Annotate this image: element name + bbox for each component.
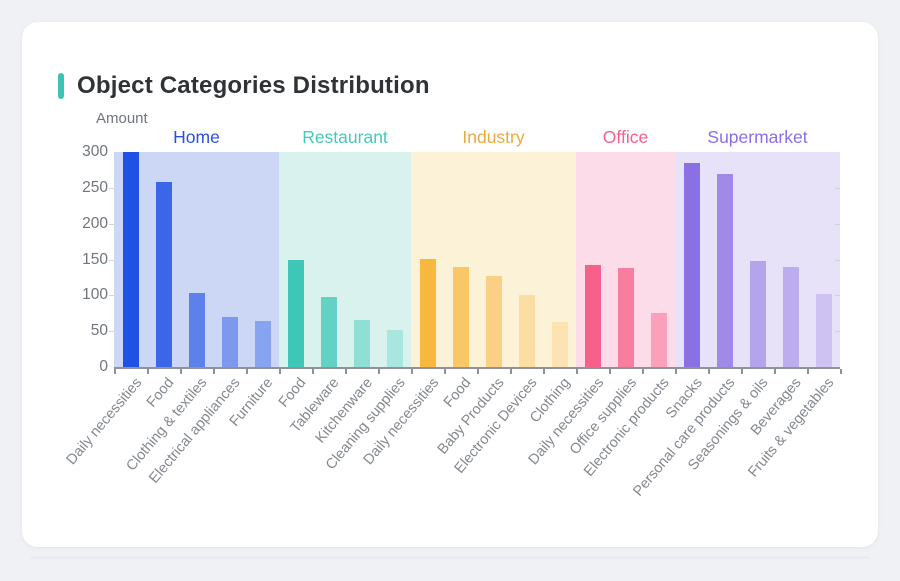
x-axis-tick — [675, 368, 677, 374]
chart-header: Object Categories Distribution — [58, 72, 430, 100]
bar-restaurant-food — [287, 260, 304, 367]
bar-office-daily-necessities — [584, 264, 601, 367]
y-edge-tick-left — [109, 295, 114, 297]
x-axis-tick — [774, 368, 776, 374]
chart-title: Object Categories Distribution — [77, 72, 430, 99]
bar-supermarket-seasonings-oils — [749, 260, 766, 367]
bar-supermarket-personal-care-products — [716, 173, 733, 367]
bar-industry-clothing — [551, 321, 568, 367]
bar-home-electrical-appliances — [221, 316, 238, 367]
y-tick-label: 150 — [82, 250, 108, 268]
bar-office-electronic-products — [650, 313, 667, 367]
bar-home-furniture — [254, 321, 271, 367]
y-tick-label: 100 — [82, 286, 108, 304]
bar-industry-electronic-devices — [518, 295, 535, 367]
bar-restaurant-kitchenware — [353, 320, 370, 367]
x-axis-tick — [345, 368, 347, 374]
y-tick-label: 250 — [82, 178, 108, 196]
y-edge-tick-left — [109, 187, 114, 189]
y-tick-label: 50 — [90, 322, 108, 340]
x-axis-tick — [807, 368, 809, 374]
bar-industry-food — [452, 267, 469, 367]
x-axis-tick — [411, 368, 413, 374]
y-edge-tick-left — [109, 223, 114, 225]
x-axis-tick — [741, 368, 743, 374]
y-axis-title: Amount — [96, 110, 148, 127]
x-axis-tick — [510, 368, 512, 374]
x-axis-tick — [840, 368, 842, 374]
y-tick-label: 300 — [82, 143, 108, 160]
x-axis-tick — [609, 368, 611, 374]
y-edge-tick-right — [835, 331, 840, 333]
bar-supermarket-snacks — [683, 162, 700, 367]
x-axis-tick — [246, 368, 248, 374]
bar-home-clothing-textiles — [188, 293, 205, 367]
group-label-supermarket: Supermarket — [707, 127, 808, 147]
y-edge-tick-right — [835, 223, 840, 225]
x-axis-tick — [378, 368, 380, 374]
chart-card: Object Categories Distribution Amount Ho… — [22, 22, 878, 547]
x-axis-tick — [477, 368, 479, 374]
bar-chart: Home Restaurant Industry Office Supermarket 0… — [22, 22, 900, 581]
x-axis-tick — [642, 368, 644, 374]
bar-supermarket-fruits-vegetables — [815, 293, 832, 367]
bar-home-daily-necessities — [122, 152, 139, 367]
y-tick-label: 0 — [99, 358, 108, 375]
x-axis-tick — [213, 368, 215, 374]
y-edge-tick-right — [835, 259, 840, 261]
x-axis-tick — [312, 368, 314, 374]
x-axis-tick — [576, 368, 578, 374]
y-tick-label: 200 — [82, 214, 108, 232]
x-axis-tick — [708, 368, 710, 374]
y-edge-tick-right — [835, 295, 840, 297]
y-edge-tick-left — [109, 331, 114, 333]
group-label-industry: Industry — [462, 127, 525, 147]
bar-restaurant-cleaning-supplies — [386, 330, 403, 367]
x-axis-tick — [444, 368, 446, 374]
y-edge-tick-right — [835, 187, 840, 189]
x-axis-tick — [114, 368, 116, 374]
next-card-edge — [30, 556, 870, 559]
group-label-home: Home — [173, 127, 220, 147]
x-axis-tick — [180, 368, 182, 374]
x-axis-tick — [147, 368, 149, 374]
group-label-office: Office — [602, 127, 649, 147]
bar-supermarket-beverages — [782, 266, 799, 367]
x-axis-tick — [279, 368, 281, 374]
x-axis-tick — [543, 368, 545, 374]
title-accent-bar — [58, 73, 64, 99]
x-axis-line — [114, 367, 840, 369]
bar-home-food — [155, 182, 172, 367]
bar-restaurant-tableware — [320, 297, 337, 367]
bar-industry-daily-necessities — [419, 258, 436, 367]
bar-office-office-supplies — [617, 268, 634, 367]
y-edge-tick-left — [109, 259, 114, 261]
bar-industry-baby-products — [485, 275, 502, 367]
group-label-restaurant: Restaurant — [302, 127, 388, 147]
